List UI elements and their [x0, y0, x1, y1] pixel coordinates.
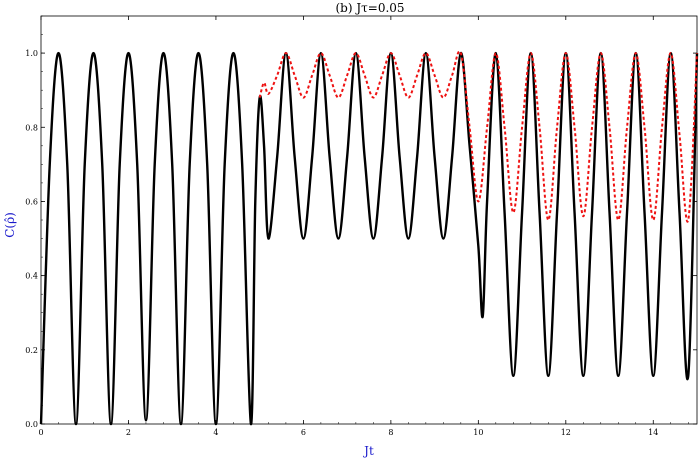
x-axis: 0 2 4 6 8 10 12 14	[38, 16, 689, 437]
y-tick-label: 0.8	[25, 123, 38, 132]
x-tick-label: 0	[38, 428, 43, 437]
x-tick-label: 6	[301, 428, 306, 437]
x-tick-label: 8	[388, 428, 393, 437]
chart-title: (b) Jτ=0.05	[335, 1, 404, 15]
y-tick-label: 1.0	[25, 49, 38, 58]
y-tick-label: 0.2	[25, 346, 38, 355]
series-line-red-dashed	[258, 50, 698, 223]
series-line-black-solid	[39, 51, 699, 426]
y-tick-label: 0.6	[25, 197, 38, 206]
x-tick-label: 12	[561, 428, 571, 437]
x-tick-label: 10	[473, 428, 483, 437]
y-axis-label: C(ρ̂)	[3, 212, 17, 238]
x-tick-label: 4	[213, 428, 218, 437]
series-layer	[39, 50, 699, 426]
x-tick-label: 14	[648, 428, 658, 437]
x-axis-label: Jt	[362, 444, 374, 458]
x-tick-label: 2	[126, 428, 131, 437]
y-tick-label: 0.4	[25, 272, 38, 281]
y-tick-label: 0.0	[25, 420, 38, 429]
